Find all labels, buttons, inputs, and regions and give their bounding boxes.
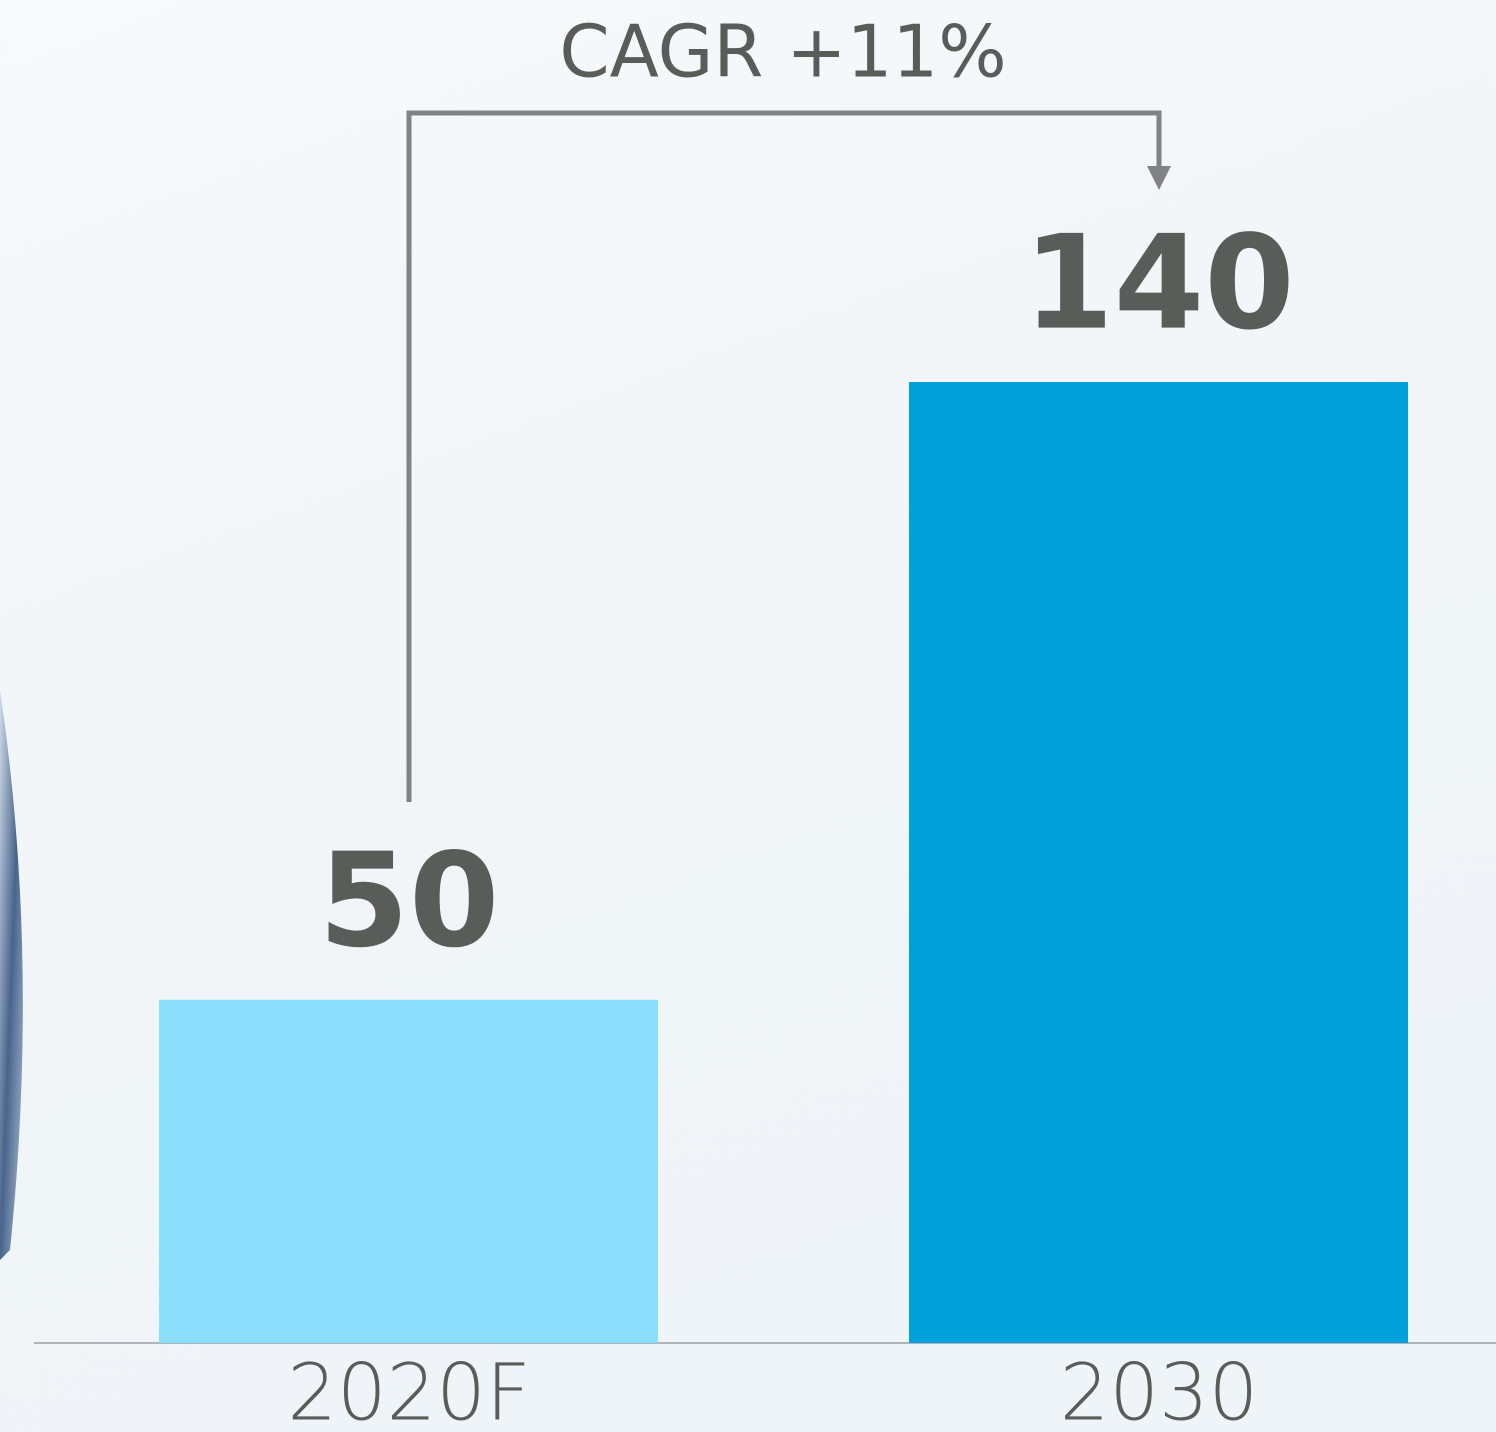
bar xyxy=(909,382,1408,1343)
cagr-arrowhead xyxy=(1147,166,1171,190)
value-label: 50 xyxy=(319,824,500,976)
cagr-bracket xyxy=(406,110,1162,802)
value-label: 140 xyxy=(1023,207,1294,359)
bar xyxy=(159,999,658,1343)
cagr-annotation: CAGR +11% xyxy=(559,10,1006,94)
x-tick-label: 2030 xyxy=(1060,1349,1259,1432)
background-image xyxy=(0,690,23,1260)
x-tick-label: 2020F xyxy=(287,1349,530,1432)
